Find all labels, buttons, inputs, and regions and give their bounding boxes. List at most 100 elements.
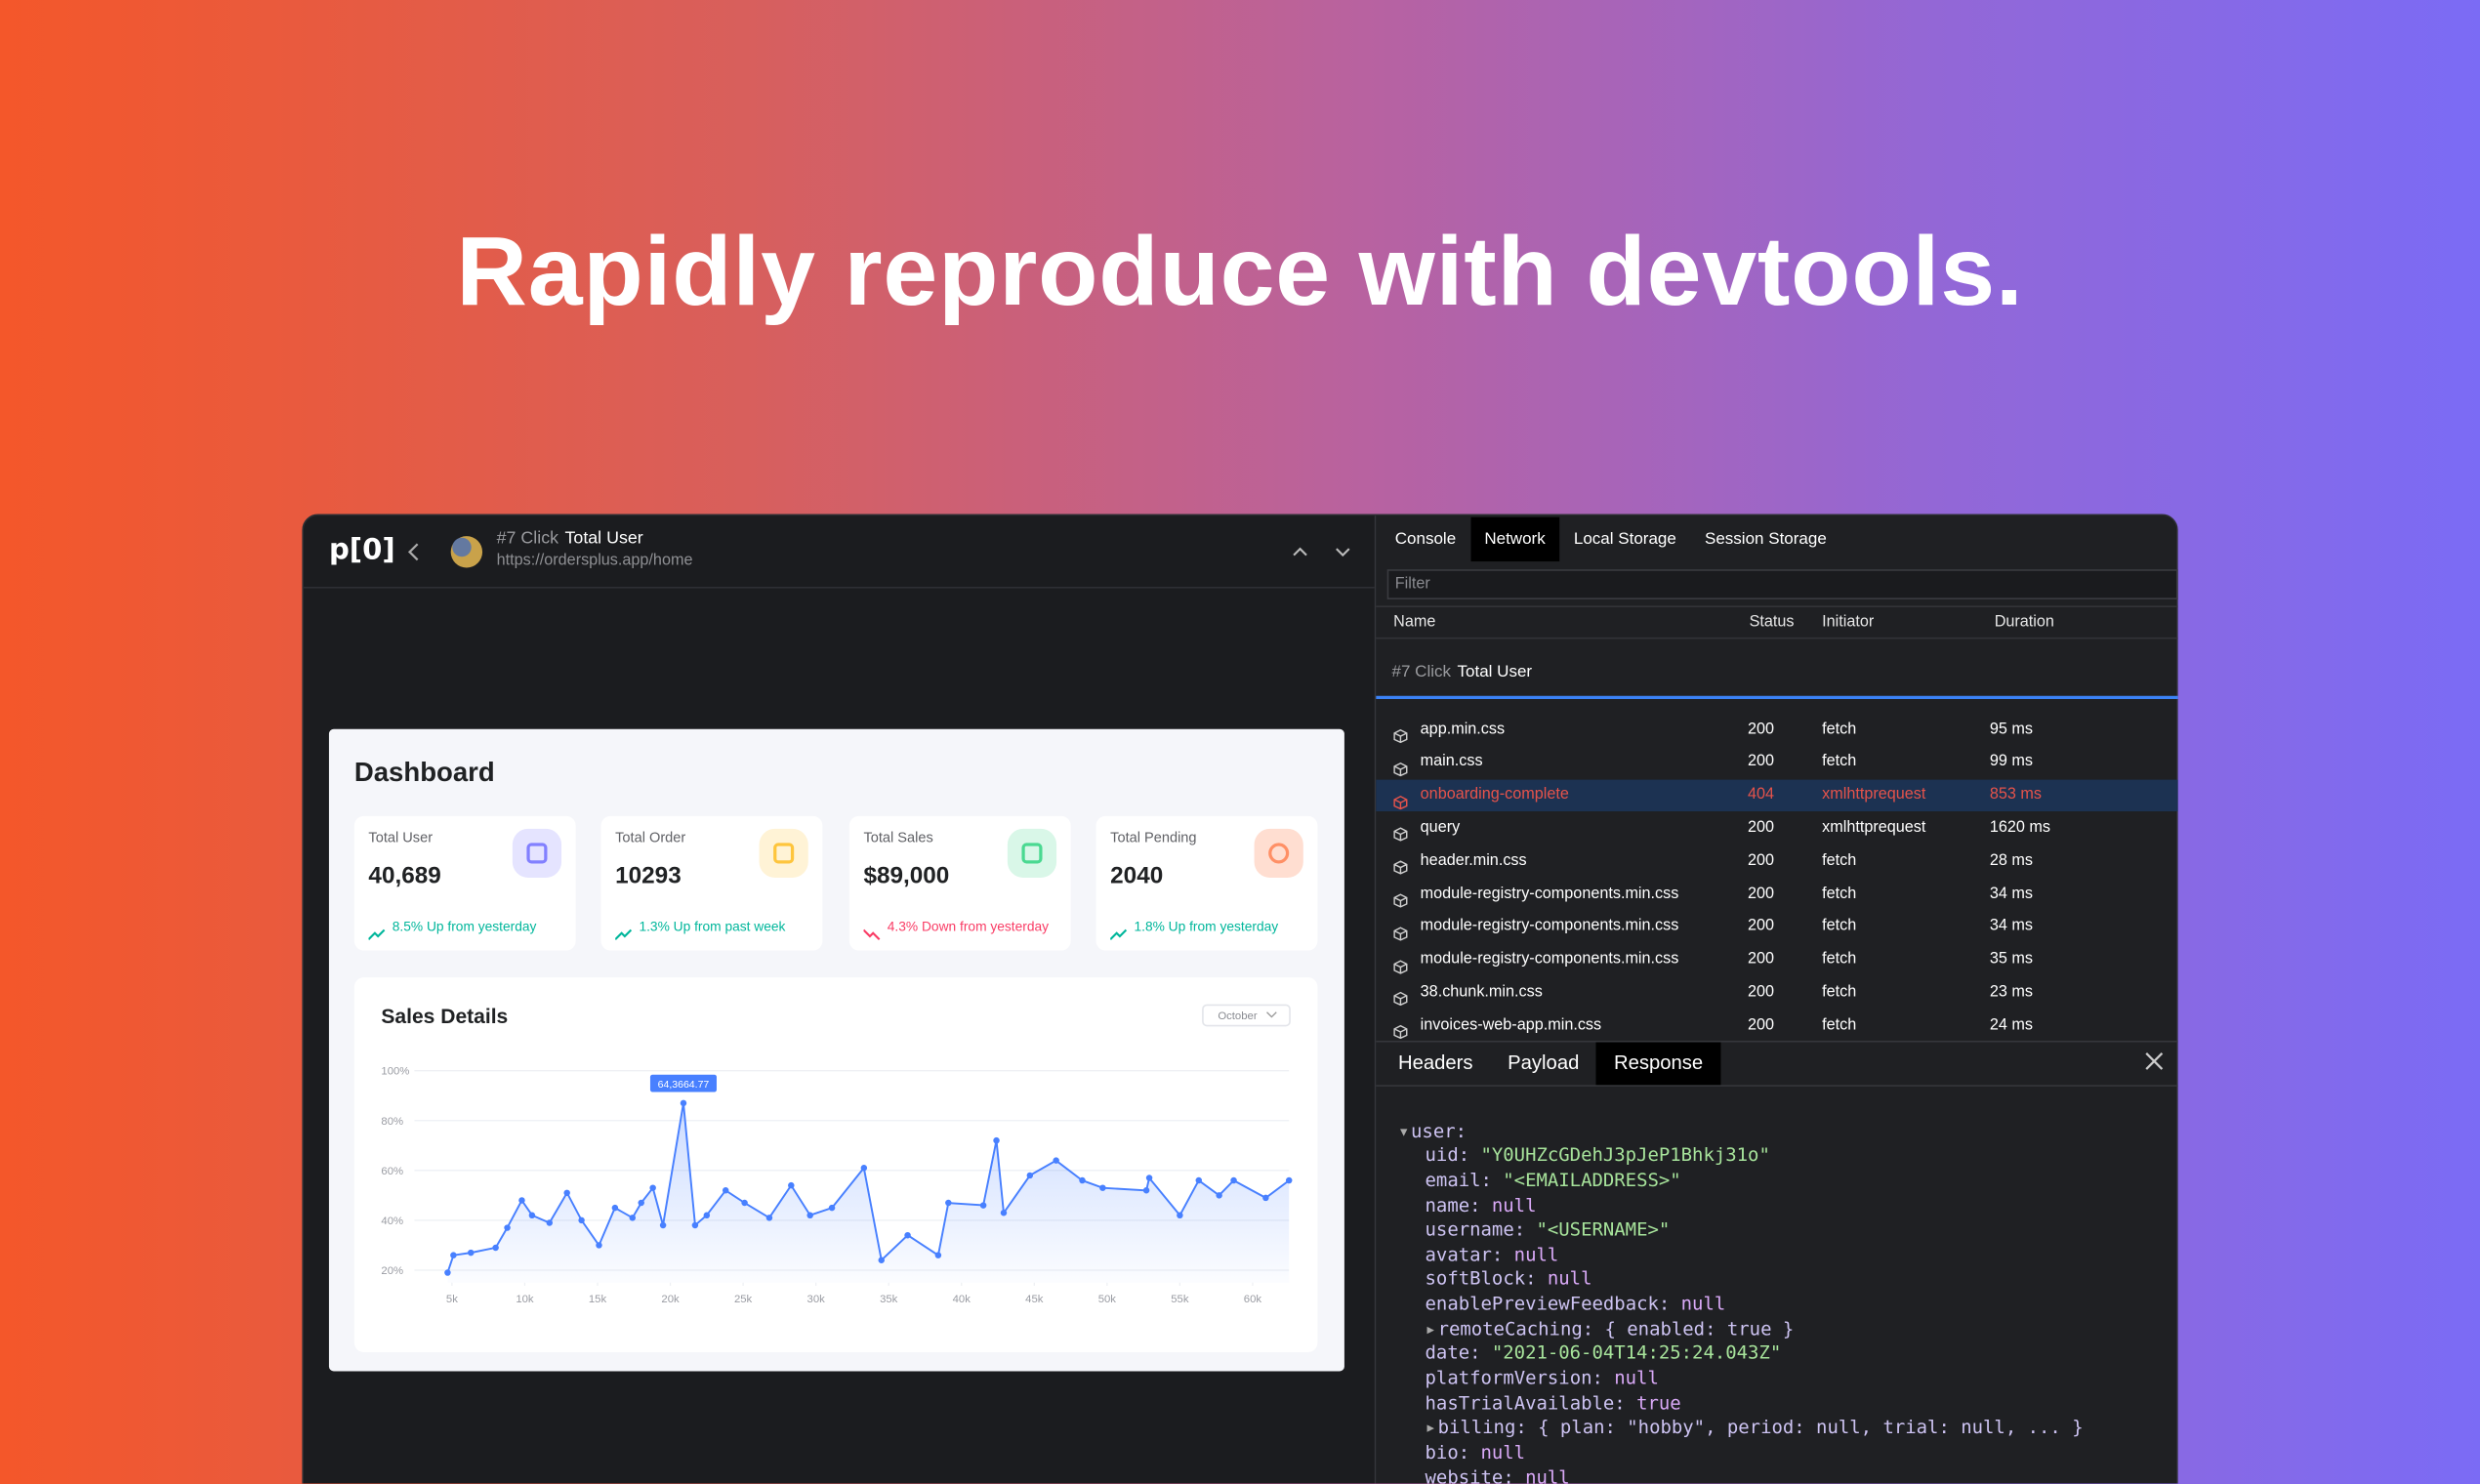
request-cell: fetch: [1822, 983, 1857, 1002]
chart-title: Sales Details: [381, 1006, 508, 1028]
detail-tabs: Headers Payload Response: [1381, 1042, 1721, 1086]
point: [504, 1224, 511, 1231]
annotation-box: [649, 1074, 717, 1092]
request-cell[interactable]: app.min.css: [1420, 720, 1506, 738]
devtools-tab[interactable]: Local Storage: [1573, 529, 1676, 550]
x-tick-label: 20k: [661, 1294, 680, 1305]
y-tick-label: 40%: [381, 1216, 403, 1227]
response-value: true: [1636, 1391, 1681, 1414]
response-key: email:: [1425, 1169, 1492, 1191]
response-line: remoteCaching: { enabled: true }: [1426, 1317, 1795, 1340]
point: [596, 1242, 602, 1249]
request-icon: [1393, 722, 1408, 744]
request-cell[interactable]: main.css: [1420, 753, 1483, 771]
response-key: platformVersion:: [1425, 1366, 1603, 1389]
trend-icon: [862, 921, 881, 940]
point: [945, 1199, 952, 1207]
point: [993, 1136, 1000, 1144]
request-cell: 853 ms: [1989, 786, 2042, 804]
devtools-tab[interactable]: Network: [1469, 516, 1560, 562]
request-cell: 200: [1747, 753, 1775, 771]
next-button[interactable]: [1336, 548, 1350, 557]
headline: Rapidly reproduce with devtools.: [456, 217, 2024, 327]
response-value: null: [1491, 1193, 1537, 1216]
stat-label: Total Pending: [1110, 829, 1197, 845]
point: [741, 1199, 748, 1207]
stat-value: $89,000: [863, 862, 950, 890]
filter-input[interactable]: [1386, 569, 2178, 599]
response-value: { plan: "hobby", period: null, trial: nu…: [1538, 1416, 2084, 1439]
response-value: "<USERNAME>": [1536, 1217, 1671, 1241]
point: [1000, 1209, 1008, 1216]
point: [878, 1257, 885, 1263]
step-label: #7 Click Total User: [497, 530, 643, 548]
point: [904, 1231, 911, 1239]
request-cell: 200: [1747, 851, 1775, 870]
back-button[interactable]: [407, 543, 419, 561]
stat-label: Total User: [368, 829, 434, 845]
point: [659, 1221, 667, 1229]
avatar-shade: [452, 537, 472, 557]
request-cell[interactable]: query: [1420, 818, 1461, 837]
y-tick-label: 100%: [381, 1066, 409, 1078]
request-cell[interactable]: module-registry-components.min.css: [1420, 885, 1679, 903]
group-step: #7 Click: [1391, 662, 1452, 681]
response-line: name: null: [1426, 1195, 1537, 1216]
trend-icon: [1109, 921, 1128, 940]
month-dropdown[interactable]: [1202, 1004, 1291, 1027]
request-cell: 200: [1747, 918, 1775, 935]
x-tick-label: 45k: [1025, 1294, 1044, 1305]
header-divider: [304, 586, 1375, 589]
request-cell: 200: [1747, 950, 1775, 969]
request-icon: [1393, 756, 1408, 776]
table-header: [1376, 605, 2178, 639]
request-cell: 35 ms: [1989, 950, 2033, 969]
point: [934, 1252, 942, 1258]
response-root: user:: [1398, 1121, 1467, 1141]
point: [1026, 1172, 1034, 1179]
request-icon: [1393, 887, 1408, 908]
point: [680, 1099, 687, 1107]
request-cell: fetch: [1822, 918, 1857, 935]
request-cell[interactable]: invoices-web-app.min.css: [1420, 1016, 1602, 1034]
stat-trend: 8.5% Up from yesterday: [392, 918, 537, 934]
devtools-tab[interactable]: Session Storage: [1704, 529, 1827, 550]
point: [691, 1221, 699, 1229]
request-cell: fetch: [1822, 885, 1857, 903]
response-key: remoteCaching:: [1437, 1317, 1594, 1340]
response-key: enablePreviewFeedback:: [1425, 1292, 1671, 1315]
stat-icon-glyph: [1021, 843, 1043, 864]
column-header: Duration: [1994, 612, 2054, 631]
response-value: null: [1513, 1243, 1559, 1265]
stat-icon: [759, 828, 808, 879]
prev-button[interactable]: [1293, 547, 1307, 556]
stat-icon: [1007, 828, 1057, 879]
request-cell[interactable]: onboarding-complete: [1420, 786, 1569, 804]
point: [1145, 1175, 1153, 1181]
detail-tab[interactable]: Response: [1596, 1042, 1721, 1086]
request-cell[interactable]: module-registry-components.min.css: [1420, 918, 1679, 935]
response-value: "2021-06-04T14:25:24.043Z": [1491, 1341, 1782, 1365]
request-cell[interactable]: header.min.css: [1420, 851, 1527, 870]
detail-tab[interactable]: Payload: [1508, 1051, 1580, 1074]
point: [468, 1249, 475, 1257]
request-cell[interactable]: 38.chunk.min.css: [1420, 983, 1543, 1002]
close-button[interactable]: [2145, 1052, 2164, 1070]
request-cell[interactable]: module-registry-components.min.css: [1420, 950, 1679, 969]
devtools-tab[interactable]: Console: [1394, 529, 1457, 550]
response-value: "Y0UHZcGDehJ3pJeP1Bhkj31o": [1480, 1143, 1770, 1167]
response-line: email: "<EMAILADDRESS>": [1425, 1169, 1681, 1191]
request-icon: [1393, 953, 1408, 974]
request-cell: 23 ms: [1989, 983, 2033, 1002]
point: [518, 1197, 525, 1204]
request-cell: xmlhttprequest: [1822, 818, 1926, 837]
stat-trend: 1.8% Up from yesterday: [1134, 918, 1279, 934]
point: [788, 1181, 795, 1189]
filter-placeholder: Filter: [1394, 574, 1430, 593]
detail-tab[interactable]: Headers: [1397, 1051, 1473, 1074]
point: [528, 1212, 536, 1219]
request-cell: xmlhttprequest: [1822, 786, 1926, 804]
group-target: Total User: [1457, 662, 1533, 681]
request-group: #7 Click Total User: [1392, 664, 1533, 680]
